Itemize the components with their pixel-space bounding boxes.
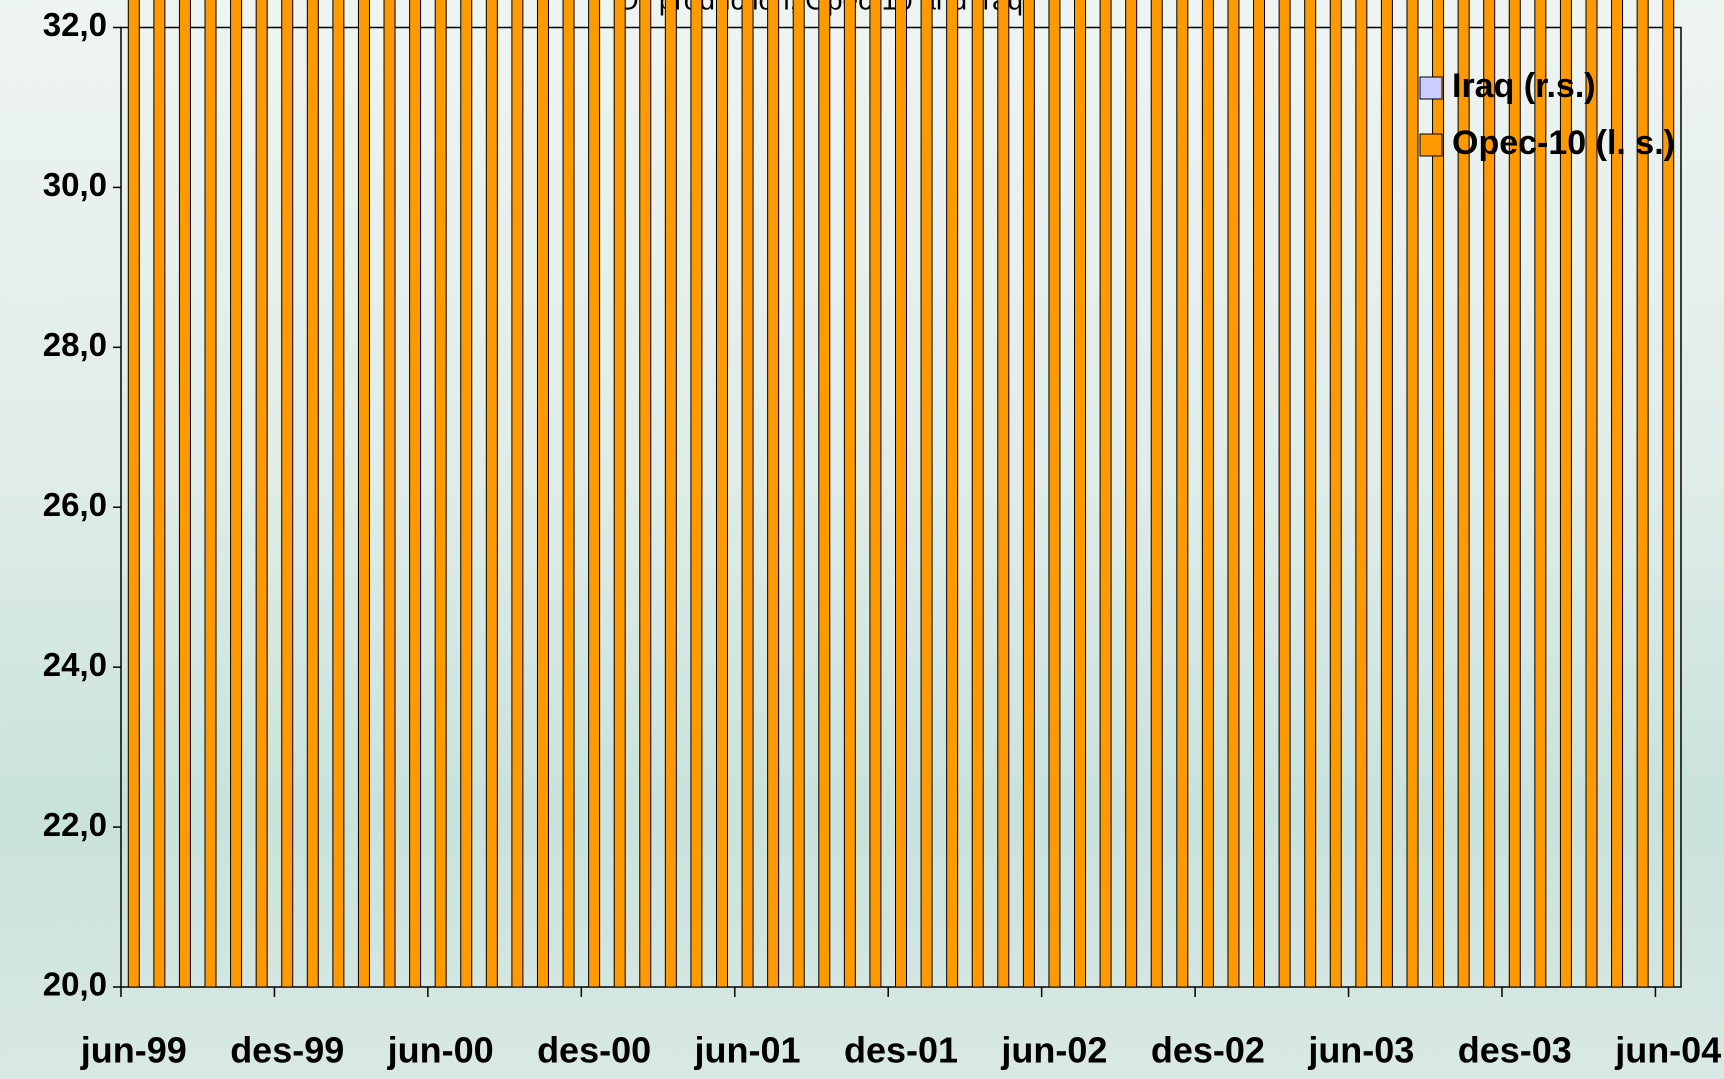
bar-segment [255,0,268,988]
bar-segment [511,0,524,988]
bar-segment [741,0,754,988]
x-tick-label: des-99 [230,1030,344,1071]
bar-segment [1406,0,1419,988]
bar-segment [1099,0,1112,988]
bar-segment [818,0,831,988]
bar-segment [920,0,933,988]
bar-segment [1585,0,1598,988]
bar-segment [1304,0,1317,988]
bar-segment [1278,0,1291,988]
bar-segment [383,0,396,988]
bar-segment [1176,0,1189,988]
bar-segment [639,0,652,988]
bar-segment [1534,0,1547,988]
bar-segment [664,0,677,988]
y-tick-label: 32,0 [43,6,107,43]
x-tick-label: des-00 [537,1030,651,1071]
x-tick-label: des-01 [844,1030,958,1071]
bar-segment [1611,0,1624,988]
bar-segment [536,0,549,988]
x-tick-label: jun-99 [80,1030,187,1071]
bar-segment [1074,0,1087,988]
bar-segment [434,0,447,988]
legend-swatch [1419,133,1443,157]
bar-segment [1022,0,1035,988]
bar-segment [409,0,422,988]
legend-label: Opec-10 (l. s.) [1452,124,1675,162]
bar-segment [281,0,294,988]
bar-segment [997,0,1010,988]
bar-segment [485,0,498,988]
bar-segment [843,0,856,988]
bar-segment [1355,0,1368,988]
bar-segment [178,0,191,988]
bar-segment [1508,0,1521,988]
x-tick-label: jun-03 [1307,1030,1414,1071]
x-tick-label: jun-00 [387,1030,494,1071]
bar-segment [562,0,575,988]
bar-segment [357,0,370,988]
y-tick-label: 28,0 [43,326,107,363]
bar-segment [1253,0,1266,988]
bar-segment [127,0,140,988]
bar-segment [895,0,907,988]
x-tick-label: des-03 [1458,1030,1572,1071]
bar-segment [869,0,882,988]
bar-segment [460,0,473,988]
bar-segment [1380,0,1393,988]
bar-segment [1636,0,1649,988]
bar-segment [153,0,166,988]
x-tick-label: jun-01 [694,1030,801,1071]
bar-segment [588,0,601,988]
bar-segment [715,0,728,988]
bar-segment [1048,0,1061,988]
bar-segment [767,0,780,988]
x-tick-label: des-02 [1151,1030,1265,1071]
legend-swatch [1419,76,1443,100]
bar-segment [971,0,984,988]
bar-segment [1150,0,1163,988]
y-tick-label: 26,0 [43,486,107,523]
bar-segment [306,0,319,988]
x-tick-label: jun-02 [1000,1030,1107,1071]
bar-segment [1201,0,1214,988]
bar-segment [613,0,626,988]
y-tick-label: 30,0 [43,166,107,203]
bar-segment [946,0,959,988]
bar-segment [1662,0,1675,988]
legend-label: Iraq (r.s.) [1452,67,1596,105]
bar-segment [332,0,345,988]
bar-segment [1125,0,1138,988]
bar-segment [792,0,805,988]
bar-segment [204,0,217,988]
bar-segment [1457,0,1470,988]
bar-segment [1329,0,1342,988]
bar-segment [690,0,703,988]
y-tick-label: 24,0 [43,646,107,683]
bar-segment [1559,0,1572,988]
bar-segment [1483,0,1496,988]
bar-segment [1227,0,1240,988]
y-tick-label: 20,0 [43,966,107,1003]
y-tick-label: 22,0 [43,806,107,843]
bar-segment [230,0,243,988]
bar-segment [1432,0,1445,988]
x-tick-label: jun-04 [1614,1030,1721,1071]
